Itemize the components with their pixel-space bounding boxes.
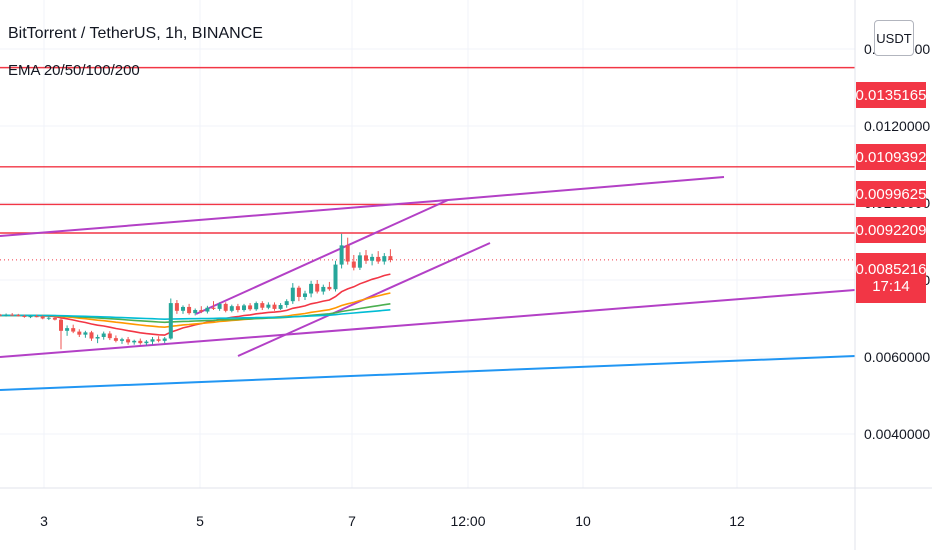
candle-body: [351, 261, 356, 268]
candle-body: [321, 286, 326, 292]
candle-body: [4, 314, 9, 316]
candle-body: [278, 305, 283, 309]
channel-line: [0, 289, 856, 358]
candle-body: [28, 316, 33, 318]
candle-body: [101, 333, 106, 337]
candle-body: [34, 316, 39, 318]
candle-body: [211, 307, 216, 309]
candle-body: [22, 315, 27, 317]
candle-body: [95, 336, 100, 339]
level-price-label: 0.0109392: [856, 144, 926, 170]
channel-line: [195, 199, 449, 315]
candle-body: [223, 303, 228, 311]
candle-body: [229, 306, 234, 311]
candle-body: [248, 305, 253, 310]
candle-body: [327, 286, 332, 290]
currency-unit-button[interactable]: USDT: [874, 20, 914, 56]
candle-body: [162, 338, 167, 341]
bar-countdown: 17:14: [872, 278, 910, 295]
candle-body: [357, 255, 362, 268]
candle-body: [65, 328, 70, 331]
candle-body: [388, 256, 393, 260]
channel-line: [447, 176, 725, 201]
candle-body: [46, 317, 51, 319]
candle-body: [296, 287, 301, 297]
level-price-label: 0.0092209: [856, 217, 926, 243]
candle-body: [16, 315, 21, 317]
candle-body: [89, 332, 94, 339]
candle-body: [309, 283, 314, 294]
candle-body: [77, 331, 82, 335]
candle-body: [52, 317, 57, 320]
candle-body: [333, 264, 338, 290]
indicator-legend[interactable]: EMA 20/50/100/200: [8, 62, 140, 79]
last-price-value: 0.0085216: [855, 261, 927, 278]
time-tick-label: 5: [196, 513, 204, 529]
candle-body: [138, 340, 143, 344]
time-tick-label: 10: [575, 513, 591, 529]
candle-body: [290, 287, 295, 302]
candle-body: [205, 307, 210, 312]
candle-body: [71, 328, 76, 332]
time-tick-label: 12:00: [450, 513, 485, 529]
ema-line: [0, 309, 391, 321]
time-tick-label: 7: [348, 513, 356, 529]
candle-body: [284, 301, 289, 306]
candle-body: [364, 255, 368, 261]
candle-body: [266, 304, 271, 308]
channel-line: [0, 199, 449, 237]
candle-body: [150, 339, 155, 342]
price-tick-label: 0.0120000: [864, 118, 930, 134]
candle-body: [254, 303, 259, 310]
price-tick-label: 0.0060000: [864, 349, 930, 365]
candle-body: [156, 339, 161, 341]
candle-body: [144, 341, 149, 344]
candle-body: [10, 314, 15, 316]
trend-line: [0, 355, 856, 391]
candle-body: [181, 306, 185, 311]
candle-body: [40, 316, 45, 319]
last-price-label: 0.0085216 17:14: [856, 253, 926, 303]
candle-body: [382, 256, 387, 262]
candle-body: [113, 338, 118, 341]
candle-body: [345, 245, 350, 262]
candle-body: [370, 256, 375, 261]
time-tick-label: 3: [40, 513, 48, 529]
candle-body: [315, 283, 320, 292]
candle-body: [193, 310, 198, 314]
candle-body: [217, 303, 222, 309]
price-tick-label: 0.0040000: [864, 426, 930, 442]
level-price-label: 0.0135165: [856, 82, 926, 108]
symbol-title[interactable]: BitTorrent / TetherUS, 1h, BINANCE: [8, 25, 263, 42]
candle-body: [376, 256, 381, 262]
candle-body: [59, 319, 63, 331]
candle-body: [303, 293, 307, 297]
candle-body: [174, 303, 179, 311]
candle-body: [235, 306, 240, 311]
candle-body: [83, 332, 88, 335]
candle-body: [107, 333, 112, 339]
ema-line: [0, 273, 391, 336]
time-tick-label: 12: [729, 513, 745, 529]
candle-body: [132, 340, 137, 343]
candle-body: [168, 303, 173, 339]
candle-body: [126, 339, 131, 343]
candle-body: [199, 310, 204, 312]
candle-body: [272, 304, 277, 309]
candle-body: [187, 306, 192, 314]
candle-body: [339, 245, 344, 265]
candle-body: [120, 339, 124, 341]
candle-body: [260, 303, 265, 308]
level-price-label: 0.0099625: [856, 181, 926, 207]
candle-body: [0, 314, 2, 316]
candle-body: [242, 305, 246, 311]
